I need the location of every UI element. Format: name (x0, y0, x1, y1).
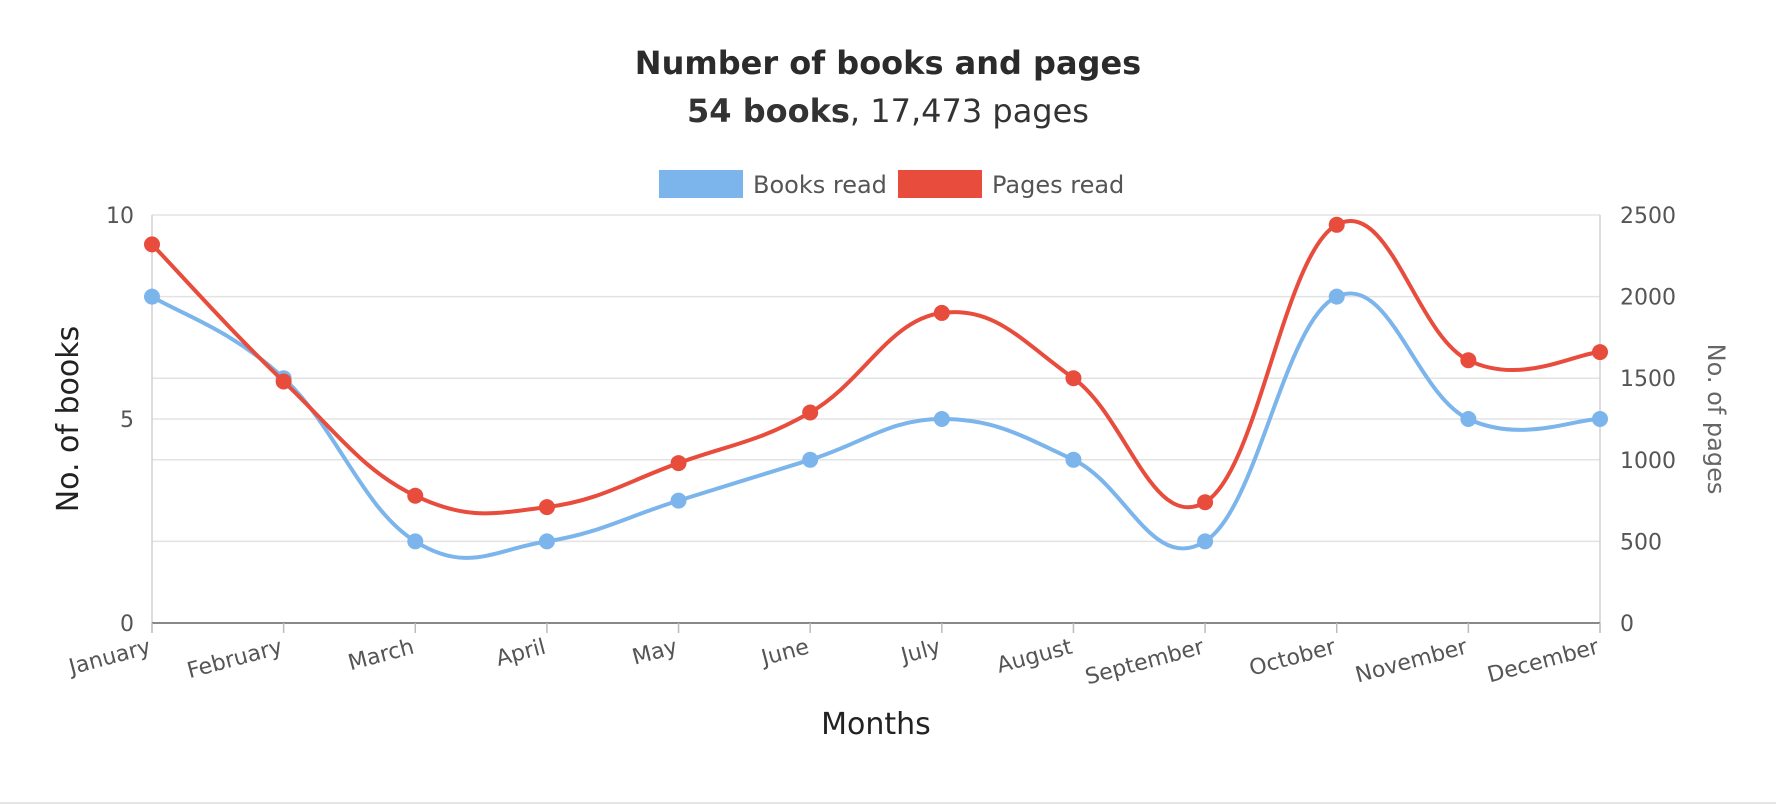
x-tick-label: December (1485, 634, 1603, 688)
x-tick-label: September (1083, 634, 1208, 690)
series-line-1 (150, 219, 1601, 516)
series-point-1 (1065, 370, 1082, 387)
x-axis-title: Months (821, 707, 931, 742)
series-point-1 (275, 373, 292, 390)
x-tick-label: February (185, 635, 286, 684)
y2-tick-label: 500 (1620, 530, 1662, 555)
x-tick-label: April (493, 635, 548, 672)
series-point-1 (1197, 494, 1214, 511)
series-point-0 (407, 533, 424, 550)
y2-axis-title: No. of pages (1702, 344, 1730, 495)
subtitle-separator: , (849, 92, 871, 130)
legend-swatch-1 (898, 170, 982, 198)
y-tick-label: 0 (120, 612, 134, 637)
series-point-1 (407, 487, 424, 504)
series-point-1 (144, 236, 160, 253)
series-point-0 (1197, 533, 1214, 550)
x-tick-label: July (897, 635, 944, 670)
y-axis-title: No. of books (51, 326, 86, 513)
series-point-0 (802, 451, 819, 468)
series-line-0 (150, 291, 1601, 560)
series-point-1 (670, 455, 687, 472)
legend-label-0: Books read (753, 171, 887, 199)
y2-tick-label: 1500 (1620, 367, 1676, 392)
y2-tick-label: 2000 (1620, 286, 1676, 311)
y-tick-label: 5 (120, 408, 134, 433)
x-tick-label: June (757, 635, 812, 672)
subtitle-pages: 17,473 pages (870, 92, 1089, 130)
series-point-0 (1065, 451, 1082, 468)
y2-tick-label: 1000 (1620, 449, 1676, 474)
x-tick-label: January (65, 635, 154, 681)
subtitle-books: 54 books (687, 92, 850, 130)
y-tick-label: 10 (106, 204, 134, 229)
series-point-0 (1328, 288, 1345, 305)
series-point-0 (933, 411, 950, 427)
series-point-1 (1328, 216, 1345, 233)
series-point-0 (1460, 411, 1477, 427)
series-point-0 (538, 533, 555, 550)
legend-label-1: Pages read (992, 171, 1124, 199)
series-point-1 (933, 304, 950, 321)
series-point-1 (538, 499, 555, 516)
y2-tick-label: 2500 (1620, 204, 1676, 229)
x-tick-label: November (1353, 634, 1471, 688)
legend-swatch-0 (659, 170, 743, 198)
series-point-0 (144, 288, 160, 305)
chart-subtitle: 54 books, 17,473 pages (0, 92, 1776, 130)
series-point-1 (1460, 352, 1477, 369)
x-tick-label: May (630, 635, 680, 671)
series-point-1 (802, 404, 819, 421)
y2-tick-label: 0 (1620, 612, 1634, 637)
series-point-0 (1592, 411, 1608, 427)
x-tick-label: August (994, 635, 1075, 679)
series-point-1 (1592, 344, 1608, 361)
x-tick-label: March (346, 635, 417, 677)
series-point-0 (670, 492, 687, 509)
x-tick-label: October (1247, 634, 1339, 681)
chart-title: Number of books and pages (634, 44, 1142, 82)
